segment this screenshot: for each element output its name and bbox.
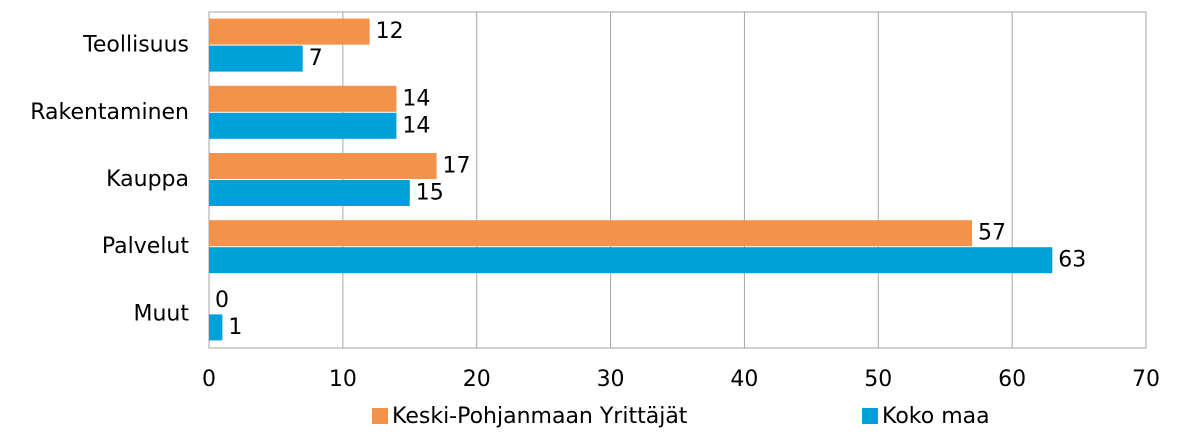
data-label: 14 <box>402 86 430 111</box>
x-tick-label: 30 <box>597 367 625 392</box>
x-tick-label: 70 <box>1132 367 1160 392</box>
bar <box>209 112 397 139</box>
y-tick-label: Palvelut <box>102 234 189 259</box>
data-label: 15 <box>416 181 444 206</box>
data-label: 12 <box>376 19 404 44</box>
data-label: 17 <box>443 154 471 179</box>
legend-swatch <box>372 408 388 424</box>
bar <box>209 85 397 112</box>
data-label: 1 <box>228 315 242 340</box>
y-tick-label: Teollisuus <box>82 33 189 58</box>
legend-label: Koko maa <box>882 404 990 429</box>
data-label: 7 <box>309 46 323 71</box>
bar <box>209 180 410 206</box>
bar <box>209 314 223 341</box>
bar <box>209 18 370 45</box>
data-label: 0 <box>215 288 229 313</box>
legend-swatch <box>862 408 878 424</box>
y-tick-label: Muut <box>134 301 190 326</box>
x-tick-label: 20 <box>463 367 491 392</box>
x-tick-label: 60 <box>998 367 1026 392</box>
x-tick-label: 40 <box>730 367 758 392</box>
y-tick-label: Kauppa <box>106 167 189 192</box>
bar <box>209 45 303 72</box>
x-tick-label: 50 <box>864 367 892 392</box>
bar <box>209 220 972 247</box>
legend-label: Keski-Pohjanmaan Yrittäjät <box>392 404 688 429</box>
data-label: 14 <box>402 113 430 138</box>
y-tick-label: Rakentaminen <box>30 100 189 125</box>
bar <box>209 153 437 179</box>
x-tick-label: 10 <box>329 367 357 392</box>
bar <box>209 247 1053 274</box>
x-tick-label: 0 <box>202 367 216 392</box>
data-label: 63 <box>1058 248 1086 273</box>
data-label: 57 <box>978 221 1006 246</box>
